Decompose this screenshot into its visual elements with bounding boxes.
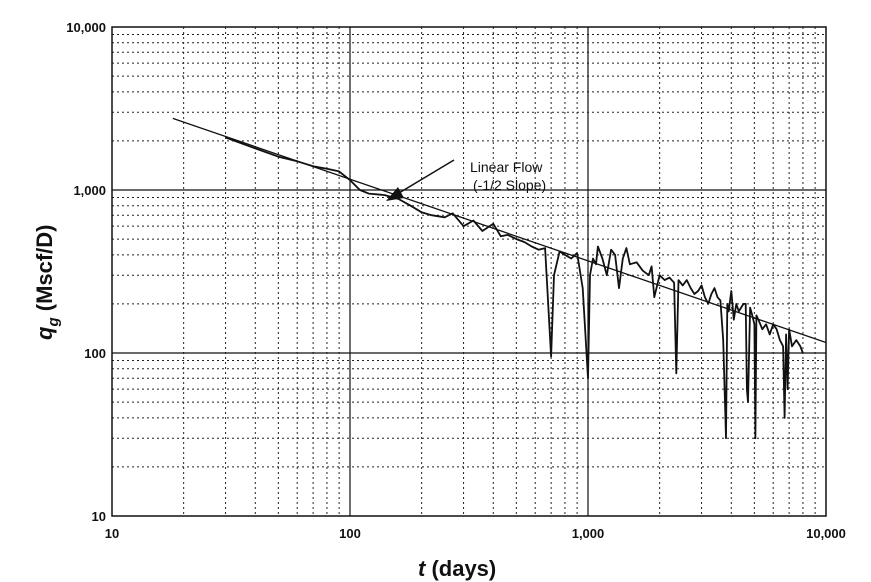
x-tick-label: 1,000 bbox=[572, 526, 605, 541]
annotation-line2: (-1/2 Slope) bbox=[473, 177, 546, 193]
x-tick-label: 10,000 bbox=[806, 526, 846, 541]
x-axis-title: t (days) bbox=[418, 556, 496, 581]
y-tick-label: 1,000 bbox=[73, 183, 106, 198]
y-axis-title: qg (Mscf/D) bbox=[32, 224, 62, 340]
x-tick-label: 10 bbox=[105, 526, 119, 541]
minor-gridlines bbox=[112, 27, 826, 516]
x-axis-tick-labels: 10 100 1,000 10,000 bbox=[105, 526, 846, 541]
y-tick-label: 10 bbox=[92, 509, 106, 524]
production-rate-series bbox=[225, 136, 804, 440]
y-axis-tick-labels: 10 100 1,000 10,000 bbox=[66, 20, 106, 524]
x-tick-label: 100 bbox=[339, 526, 361, 541]
y-tick-label: 10,000 bbox=[66, 20, 106, 35]
y-tick-label: 100 bbox=[84, 346, 106, 361]
plot-area-border bbox=[111, 26, 827, 517]
annotation-line1: Linear Flow bbox=[470, 159, 543, 175]
annotation-arrow-icon bbox=[386, 159, 455, 201]
linear-flow-trend-line bbox=[172, 117, 827, 344]
major-gridlines bbox=[112, 27, 826, 516]
